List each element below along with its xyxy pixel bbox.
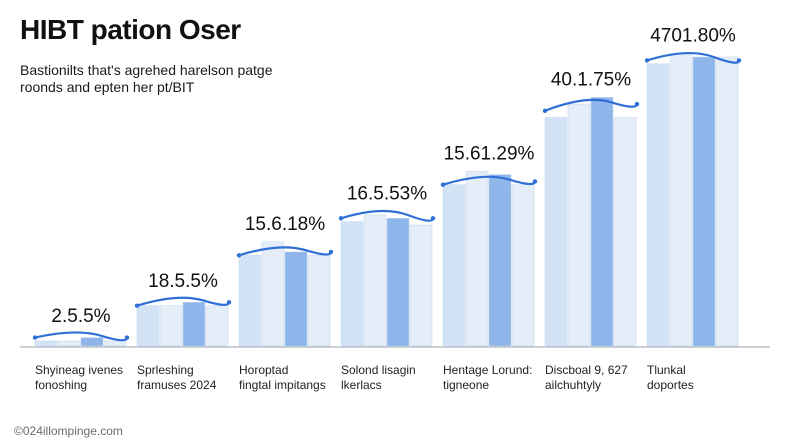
- bar-3-a: [238, 255, 262, 347]
- bar-7-a: [646, 63, 670, 347]
- trend-point-3-a: [236, 253, 242, 258]
- value-label-6: 40.1.75%: [551, 69, 631, 90]
- trend-line-1: [33, 331, 129, 342]
- category-label-1-line-2: fonoshing: [35, 378, 87, 392]
- category-label-6-line-2: ailchuhtyly: [545, 378, 601, 392]
- value-label-7: 4701.80%: [650, 26, 736, 47]
- bar-5-a: [442, 184, 466, 347]
- bar-2-d: [205, 305, 229, 347]
- category-label-7-line-1: Tlunkal: [647, 363, 686, 377]
- trend-point-5-a: [440, 182, 446, 187]
- trend-point-1-a: [32, 335, 38, 340]
- category-label-1-line-1: Shyineag ivenes: [35, 363, 123, 377]
- trend-point-3-b: [328, 249, 334, 255]
- trend-point-4-a: [338, 216, 344, 221]
- bar-4-c: [386, 218, 410, 347]
- subtitle-line-1: Bastionilts that's agrehed harelson patg…: [20, 62, 273, 78]
- bar-1-d: [103, 340, 127, 347]
- trend-point-7-b: [736, 58, 742, 63]
- bar-2-a: [136, 305, 160, 347]
- footer-source: ©024illompinge.com: [14, 424, 123, 438]
- bar-7-d: [715, 56, 739, 347]
- bar-4-b: [363, 214, 387, 347]
- bar-6-b: [567, 103, 591, 347]
- bar-1-a: [34, 340, 58, 347]
- bar-4-a: [340, 221, 364, 347]
- category-label-2-line-2: framuses 2024: [137, 378, 217, 392]
- category-label-5-line-1: Hentage Lorund:: [443, 363, 532, 377]
- bar-3-d: [307, 255, 331, 347]
- bar-1-b: [57, 340, 81, 347]
- trend-point-5-b: [532, 179, 538, 184]
- bar-3-c: [284, 251, 308, 347]
- trend-point-2-a: [134, 303, 140, 308]
- chart-subtitle: Bastionilts that's agrehed harelson patg…: [20, 62, 273, 96]
- category-label-4-line-1: Solond lisagin: [341, 363, 416, 377]
- bar-2-c: [182, 302, 206, 347]
- bar-4-d: [409, 224, 433, 347]
- value-label-5: 15.61.29%: [444, 143, 535, 164]
- category-label-6-line-1: Discboal 9, 627: [545, 363, 628, 377]
- trend-line-3: [237, 246, 333, 257]
- bar-3-b: [261, 241, 285, 347]
- category-label-3-line-2: fingtal impitangs: [239, 378, 326, 392]
- value-label-2: 18.5.5%: [148, 271, 218, 292]
- trend-line-6: [543, 98, 639, 112]
- category-label-3-line-1: Horoptad: [239, 363, 288, 377]
- trend-point-6-a: [542, 108, 548, 114]
- value-label-4: 16.5.53%: [347, 184, 427, 205]
- trend-line-4: [339, 209, 435, 222]
- trend-line-2: [135, 296, 231, 307]
- value-label-1: 2.5.5%: [51, 306, 110, 327]
- category-label-5-line-2: tigneone: [443, 378, 489, 392]
- bar-6-d: [613, 117, 637, 347]
- category-label-7-line-2: doportes: [647, 378, 694, 392]
- bar-2-b: [159, 305, 183, 347]
- trend-line-7: [645, 51, 741, 64]
- trend-point-7-a: [644, 58, 650, 63]
- trend-point-2-b: [226, 300, 232, 305]
- bar-5-c: [488, 174, 512, 347]
- chart-title: HIBT pation Oser: [20, 14, 241, 45]
- value-label-3: 15.6.18%: [245, 214, 325, 235]
- trend-line-5: [441, 175, 537, 186]
- bar-6-c: [590, 97, 614, 347]
- category-label-2-line-1: Sprleshing: [137, 363, 194, 377]
- bar-5-b: [465, 171, 489, 347]
- bar-1-c: [80, 337, 104, 347]
- bar-6-a: [544, 117, 568, 347]
- category-label-4-line-2: lkerlacs: [341, 378, 382, 392]
- trend-point-6-b: [634, 101, 640, 107]
- bar-5-d: [511, 184, 535, 347]
- subtitle-line-2: roonds and epten her pt/BIT: [20, 79, 195, 95]
- trend-point-1-b: [124, 335, 130, 340]
- bar-7-b: [669, 53, 693, 347]
- trend-point-4-b: [430, 216, 436, 221]
- bar-7-c: [692, 56, 716, 347]
